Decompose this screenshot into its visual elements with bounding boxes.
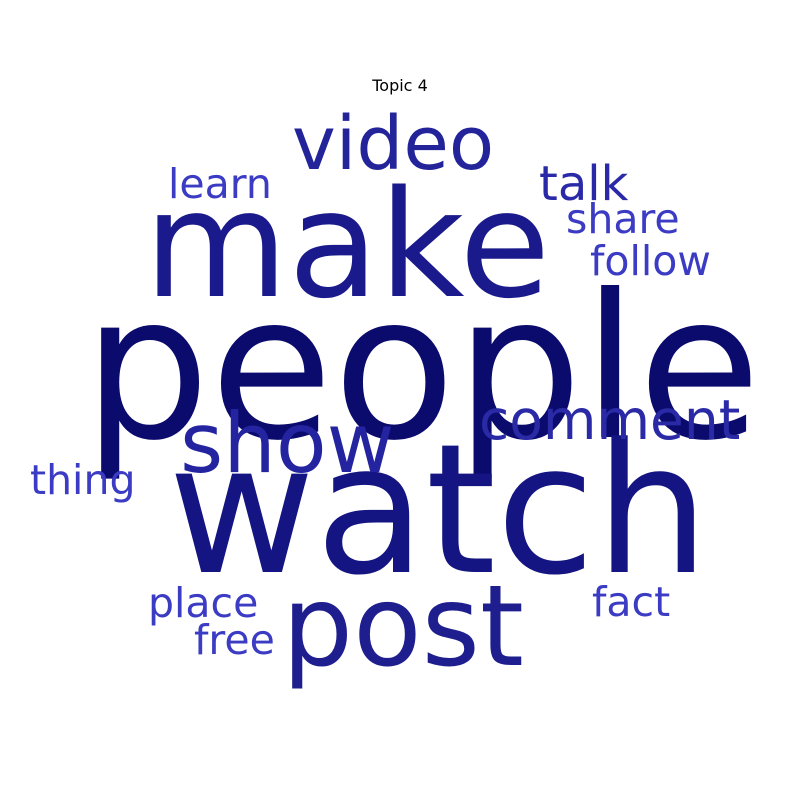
word-make: make (144, 159, 551, 331)
word-thing: thing (30, 456, 136, 504)
word-talk: talk (539, 156, 629, 212)
word-fact: fact (592, 578, 671, 626)
word-cloud-title: Topic 4 (372, 76, 428, 95)
word-people: people (83, 252, 761, 485)
word-post: post (282, 562, 524, 692)
word-learn: learn (168, 160, 272, 208)
word-video: video (292, 101, 495, 187)
word-show: show (180, 395, 395, 492)
word-share: share (566, 195, 680, 243)
word-comment: comment (479, 388, 741, 452)
word-follow: follow (590, 237, 711, 285)
word-watch: watch (168, 406, 710, 615)
word-free: free (194, 616, 275, 664)
word-place: place (148, 579, 259, 627)
